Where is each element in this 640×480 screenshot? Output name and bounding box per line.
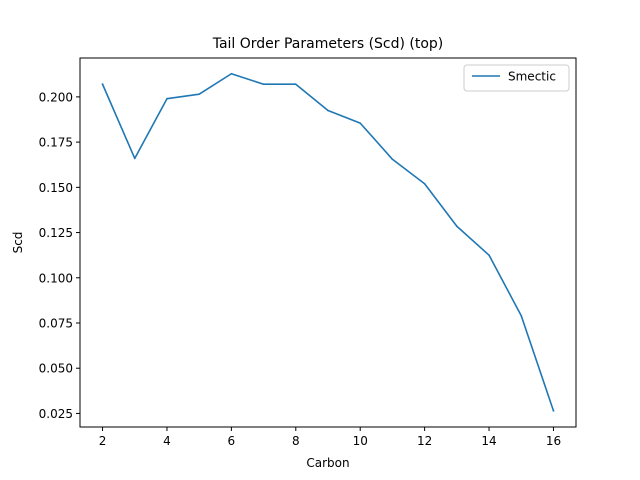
data-point [133, 157, 136, 160]
data-point [230, 72, 233, 75]
data-point [456, 225, 458, 228]
series-line-smectic [101, 72, 555, 412]
plot-area [101, 72, 555, 412]
x-tick-label: 16 [546, 434, 561, 448]
data-point [359, 122, 362, 124]
data-point [262, 83, 265, 86]
y-tick-label: 0.175 [39, 136, 73, 150]
data-point [520, 314, 523, 317]
x-tick-label: 6 [228, 434, 236, 448]
y-tick-label: 0.125 [39, 226, 73, 240]
x-tick-label: 14 [481, 434, 496, 448]
x-tick-label: 2 [99, 434, 107, 448]
data-point [294, 83, 297, 86]
data-point [552, 409, 555, 412]
x-tick-label: 10 [353, 434, 368, 448]
data-point [391, 158, 394, 161]
x-tick-label: 4 [163, 434, 171, 448]
data-point [488, 254, 490, 256]
y-axis: 0.025 0.050 0.075 0.100 0.125 0.150 0.175 0.200 [39, 90, 80, 421]
x-axis: 2 4 6 8 10 12 14 16 [99, 427, 561, 448]
legend-box [463, 64, 570, 92]
data-point [327, 109, 329, 112]
y-tick-label: 0.100 [39, 271, 73, 285]
y-tick-label: 0.075 [39, 316, 73, 330]
legend: Smectic [463, 64, 570, 92]
y-axis-label: Scd [11, 232, 25, 254]
plot-frame [79, 57, 577, 428]
y-tick-label: 0.025 [39, 407, 73, 421]
x-tick-label: 12 [417, 434, 432, 448]
y-tick-label: 0.150 [39, 181, 73, 195]
legend-label-smectic: Smectic [508, 70, 556, 84]
data-point [166, 97, 168, 100]
data-point [101, 83, 104, 86]
x-tick-label: 8 [292, 434, 300, 448]
data-point [198, 93, 200, 95]
y-tick-label: 0.200 [39, 90, 73, 104]
x-axis-label: Carbon [306, 456, 349, 470]
chart-title: Tail Order Parameters (Scd) (top) [212, 36, 444, 52]
data-point [423, 182, 426, 185]
y-tick-label: 0.050 [39, 362, 73, 376]
